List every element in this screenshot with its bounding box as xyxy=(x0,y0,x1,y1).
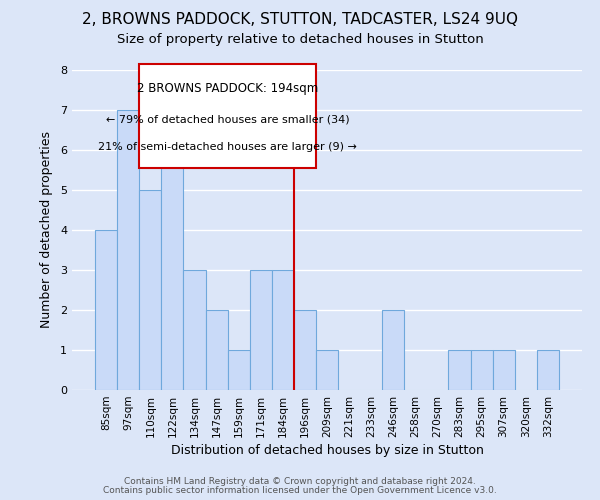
Text: Size of property relative to detached houses in Stutton: Size of property relative to detached ho… xyxy=(116,32,484,46)
Y-axis label: Number of detached properties: Number of detached properties xyxy=(40,132,53,328)
Bar xyxy=(250,270,272,390)
Bar xyxy=(206,310,227,390)
Text: ← 79% of detached houses are smaller (34): ← 79% of detached houses are smaller (34… xyxy=(106,114,349,124)
Text: 21% of semi-detached houses are larger (9) →: 21% of semi-detached houses are larger (… xyxy=(98,142,357,152)
Bar xyxy=(537,350,559,390)
Bar xyxy=(294,310,316,390)
FancyBboxPatch shape xyxy=(139,64,316,168)
X-axis label: Distribution of detached houses by size in Stutton: Distribution of detached houses by size … xyxy=(170,444,484,457)
Bar xyxy=(184,270,206,390)
Bar xyxy=(95,230,117,390)
Bar xyxy=(272,270,294,390)
Text: 2, BROWNS PADDOCK, STUTTON, TADCASTER, LS24 9UQ: 2, BROWNS PADDOCK, STUTTON, TADCASTER, L… xyxy=(82,12,518,28)
Text: Contains public sector information licensed under the Open Government Licence v3: Contains public sector information licen… xyxy=(103,486,497,495)
Text: 2 BROWNS PADDOCK: 194sqm: 2 BROWNS PADDOCK: 194sqm xyxy=(137,82,318,96)
Bar xyxy=(139,190,161,390)
Bar xyxy=(448,350,470,390)
Bar xyxy=(117,110,139,390)
Bar xyxy=(470,350,493,390)
Bar xyxy=(227,350,250,390)
Bar xyxy=(382,310,404,390)
Bar xyxy=(493,350,515,390)
Bar xyxy=(316,350,338,390)
Text: Contains HM Land Registry data © Crown copyright and database right 2024.: Contains HM Land Registry data © Crown c… xyxy=(124,477,476,486)
Bar xyxy=(161,110,184,390)
